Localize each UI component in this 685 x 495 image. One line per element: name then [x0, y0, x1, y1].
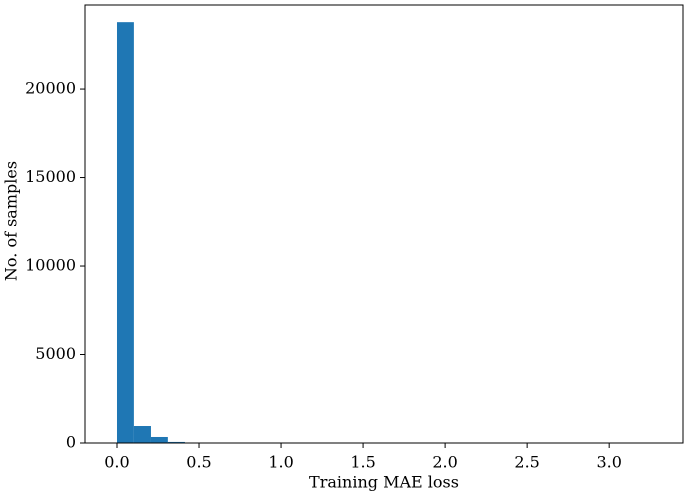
y-tick-label: 20000: [25, 79, 76, 98]
x-tick-label: 2.5: [514, 453, 539, 472]
y-tick-label: 10000: [25, 256, 76, 275]
y-tick-label: 15000: [25, 167, 76, 186]
x-tick-label: 1.5: [350, 453, 375, 472]
x-axis-label: Training MAE loss: [309, 473, 459, 492]
bar: [167, 441, 185, 443]
y-tick-label: 5000: [35, 344, 76, 363]
bar: [150, 436, 168, 443]
y-tick-label: 0: [66, 433, 76, 452]
x-tick-label: 0.0: [104, 453, 129, 472]
x-tick-label: 1.0: [268, 453, 293, 472]
y-axis-label: No. of samples: [2, 161, 21, 281]
bar: [133, 426, 151, 443]
x-tick-label: 3.0: [596, 453, 621, 472]
x-tick-label: 2.0: [432, 453, 457, 472]
plot-frame: [84, 4, 684, 444]
bar: [116, 22, 134, 443]
x-tick-label: 0.5: [186, 453, 211, 472]
